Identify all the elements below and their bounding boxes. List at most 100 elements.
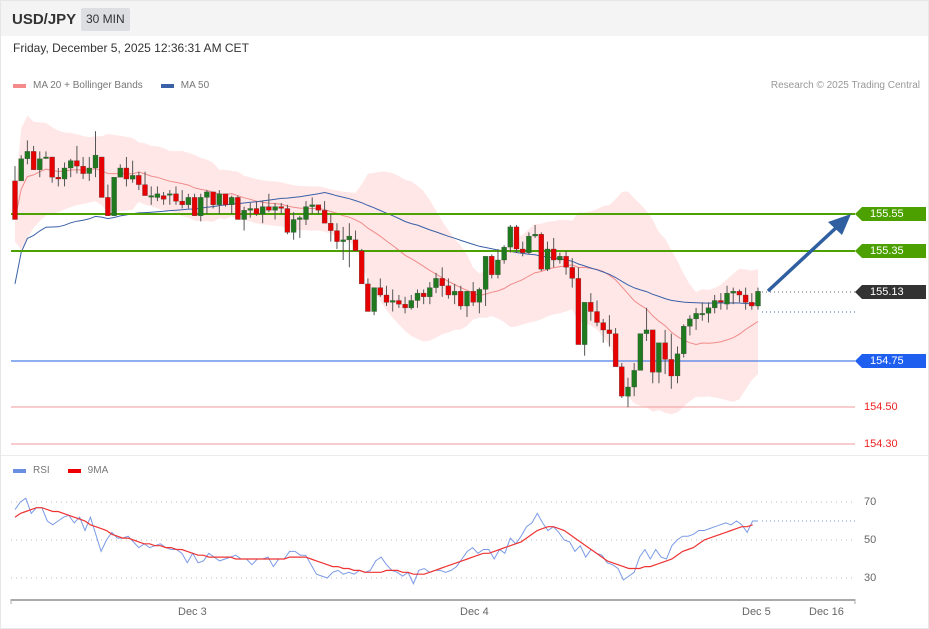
research-credit: Research © 2025 Trading Central [770,80,920,91]
bullish-candle [340,239,346,242]
bullish-candle [712,300,718,309]
bearish-candle [191,197,198,216]
bearish-candle [470,291,476,303]
rsi-axis-50: 50 [864,534,877,546]
chart-datetime: Friday, December 5, 2025 12:36:31 AM CET [13,41,249,55]
bullish-candle [297,217,303,220]
bearish-candle [142,184,148,196]
bullish-candle [167,193,173,196]
bearish-candle [12,180,18,220]
bullish-candle [216,193,222,205]
rsi-swatch-icon [13,468,26,473]
bearish-candle [736,291,743,296]
bullish-candle [532,234,538,237]
bearish-candle [160,195,167,200]
timeframe-badge[interactable]: 30 MIN [81,8,130,31]
bullish-candle [625,386,631,397]
bearish-candle [359,250,365,285]
bearish-candle [210,191,216,205]
bullish-candle [427,287,433,297]
ma50-legend-label: MA 50 [180,80,210,91]
panel-divider [1,455,928,456]
bullish-candle [656,342,662,373]
bullish-candle [433,278,439,288]
bullish-candle [24,151,31,159]
bearish-candle [55,177,61,180]
bearish-candle [334,230,340,242]
bearish-candle [668,359,674,377]
bearish-candle [80,166,86,174]
bearish-candle [30,151,37,170]
bullish-candle [61,167,68,180]
bearish-candle [619,366,625,397]
bearish-candle [563,256,569,268]
bullish-candle [482,256,489,290]
target-arrow-shaft [766,224,840,293]
bullish-candle [198,197,204,216]
bearish-candle [569,267,575,279]
bearish-candle [99,156,105,198]
bullish-candle [631,370,637,388]
bullish-candle [247,208,253,211]
bullish-candle [730,291,736,294]
bearish-candle [458,291,464,307]
bullish-candle [272,206,278,211]
bullish-candle [557,256,563,261]
bullish-candle [346,235,352,240]
bullish-candle [148,195,154,198]
chart-header: USD/JPY 30 MIN [1,1,928,36]
rsi-legend: RSI 9MA [13,465,126,476]
bullish-candle [92,154,99,169]
bearish-candle [588,302,594,312]
bullish-candle [581,302,588,345]
rsi-ma9-line [14,507,753,575]
x-label-dec16: Dec 16 [809,606,844,618]
x-label-dec5: Dec 5 [742,606,771,618]
bearish-candle [742,294,749,303]
bearish-candle [123,167,130,180]
price-legend: MA 20 + Bollinger Bands MA 50 [13,80,227,91]
bullish-candle [260,206,266,215]
bearish-candle [396,300,402,305]
bearish-candle [222,193,229,205]
bullish-candle [111,177,117,216]
bearish-candle [383,294,390,303]
bearish-candle [315,204,322,211]
bearish-candle [105,197,111,216]
last-price-tag: 155.13 [855,285,926,299]
bearish-candle [278,206,284,209]
bearish-candle [49,156,55,178]
ma20-swatch-icon [13,83,26,88]
support-1-label: 154.50 [864,401,898,413]
bullish-candle [495,259,501,275]
bullish-candle [390,300,396,303]
bullish-candle [693,313,699,320]
bearish-candle [445,285,452,296]
bearish-candle [253,208,260,215]
ma20-legend-label: MA 20 + Bollinger Bands [33,80,143,91]
bullish-candle [241,210,247,220]
bearish-candle [235,197,241,220]
bollinger-bands [15,115,758,415]
bearish-candle [606,329,613,334]
bullish-candle [154,193,161,198]
rsi-legend-label: RSI [33,465,50,476]
bullish-candle [755,291,761,307]
bearish-candle [328,223,334,231]
bullish-candle [204,191,210,198]
bearish-candle [662,342,668,360]
bearish-candle [352,239,359,251]
bullish-candle [501,246,507,261]
bearish-candle [179,200,185,205]
bearish-candle [402,304,408,309]
bullish-candle [68,160,74,169]
bullish-candle [414,292,421,301]
bullish-candle [18,158,24,182]
bullish-candle [674,353,681,377]
bullish-candle [309,204,315,207]
bearish-candle [439,278,445,286]
bearish-candle [136,175,142,185]
bearish-candle [575,278,582,345]
bearish-candle [612,333,619,367]
